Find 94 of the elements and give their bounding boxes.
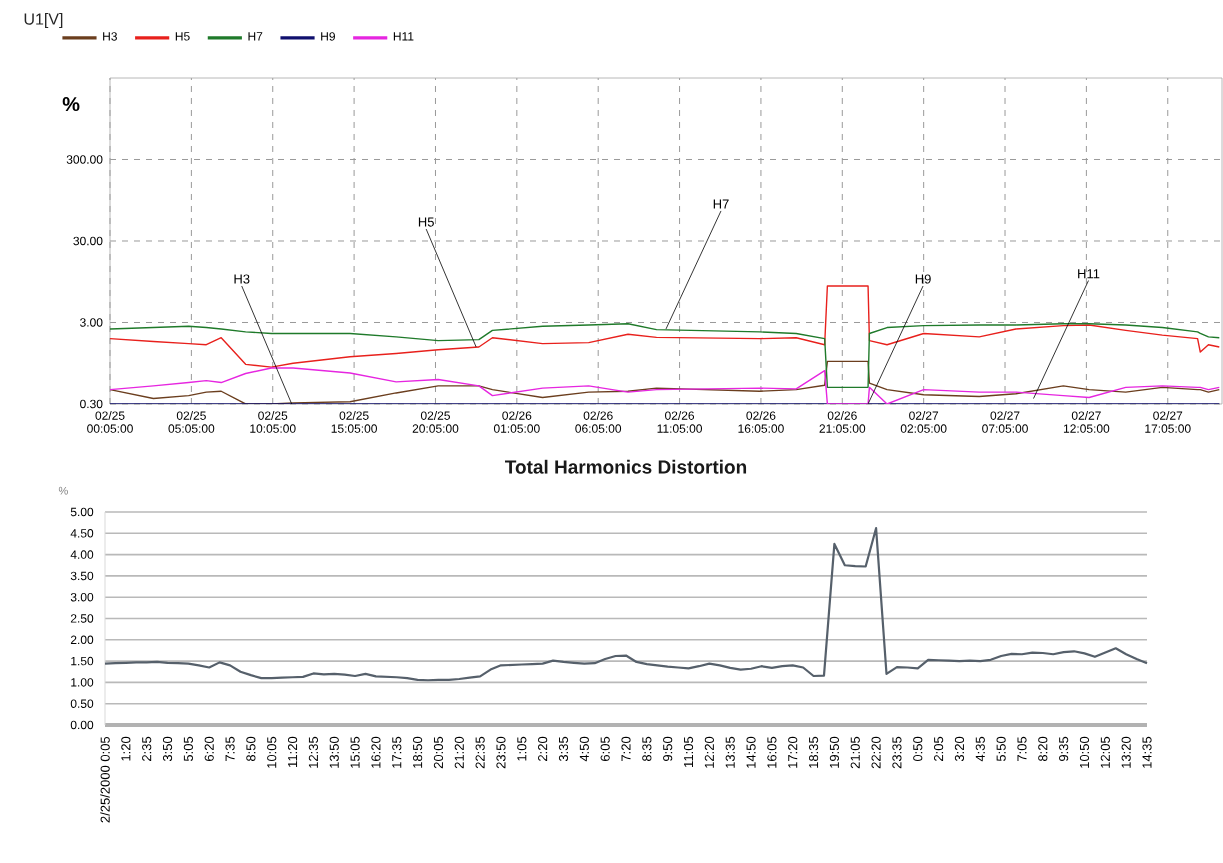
y-tick-label: 0.50: [70, 699, 94, 708]
x-tick-label: 02/27 17:05:00: [1145, 411, 1191, 433]
x-tick-label: 12:05: [1100, 736, 1110, 768]
x-tick-label: 8:35: [642, 736, 652, 762]
x-tick-label: 02/25 15:05:00: [331, 411, 377, 433]
x-tick-label: 2:20: [538, 736, 548, 761]
legend-label: H7: [248, 32, 263, 41]
x-tick-label: 23:35: [892, 736, 902, 769]
legend-label: H3: [103, 32, 117, 41]
x-tick-label: 13:35: [725, 736, 735, 768]
chart-title: Total Harmonics Distortion: [505, 459, 747, 474]
x-tick-label: 02/26 06:05:00: [575, 411, 622, 433]
x-tick-label: 11:05: [683, 736, 694, 767]
x-tick-label: 21:20: [454, 736, 464, 769]
y-tick-label: 1.00: [71, 678, 94, 687]
x-tick-label: 13:50: [329, 736, 339, 768]
x-tick-label: 17:35: [392, 736, 402, 768]
x-tick-label: 7:20: [621, 736, 631, 761]
x-tick-label: 3:35: [558, 736, 569, 762]
x-tick-label: 18:50: [413, 736, 423, 768]
x-tick-label: 02/25 20:05:00: [412, 411, 459, 433]
x-tick-label: 22:20: [871, 736, 881, 769]
x-tick-label: 4:50: [579, 736, 589, 762]
x-tick-label: 8:20: [1038, 736, 1048, 762]
y-tick-label: 1.50: [71, 656, 94, 666]
x-tick-label: 02/27 02:05:00: [900, 411, 947, 433]
legend-label: H11: [393, 32, 414, 41]
x-tick-label: 9:35: [1059, 736, 1069, 762]
y-tick-label: 300.00: [66, 155, 103, 164]
x-tick-label: 13:20: [1121, 736, 1131, 768]
legend-label: H9: [321, 32, 335, 41]
x-tick-label: 12:20: [704, 736, 714, 768]
x-tick-label: 11:20: [287, 736, 298, 767]
x-tick-label: 02/26 01:05:00: [493, 411, 540, 433]
x-tick-label: 7:35: [225, 736, 235, 761]
y-tick-label: 4.50: [70, 529, 94, 538]
annotation: H11: [1078, 269, 1100, 279]
chart-title: U1[V]: [24, 12, 63, 28]
y-tick-label: 30.00: [73, 236, 103, 246]
x-tick-label: 18:35: [808, 736, 819, 768]
y-tick-label: 2.50: [70, 614, 94, 623]
x-tick-label: 1:20: [121, 736, 131, 761]
x-tick-label: 12:35: [308, 736, 319, 768]
y-tick-label: 2.00: [70, 635, 94, 645]
x-tick-label: 2/25/2000 0:05: [100, 736, 110, 823]
y-tick-label: 3.00: [70, 592, 94, 602]
annotation: H7: [713, 199, 729, 209]
annotation: H9: [915, 274, 931, 284]
x-tick-label: 9:50: [663, 736, 673, 762]
x-tick-label: 3:50: [162, 736, 173, 762]
x-tick-label: 14:50: [746, 736, 756, 768]
annotation: H3: [234, 274, 250, 284]
x-tick-label: 16:20: [371, 736, 381, 768]
x-tick-label: 6:20: [204, 736, 214, 761]
x-tick-label: 2:05: [934, 736, 944, 761]
x-tick-label: 6:05: [600, 736, 610, 761]
x-tick-label: 4:35: [975, 736, 985, 762]
x-tick-label: 19:50: [829, 736, 839, 768]
y-axis-title: %: [62, 97, 80, 112]
x-tick-label: 8:50: [246, 736, 256, 762]
x-tick-label: 5:05: [183, 736, 193, 762]
x-tick-label: 02/25 10:05:00: [250, 411, 296, 433]
x-tick-label: 3:20: [954, 736, 965, 762]
annotation: H5: [418, 217, 434, 227]
x-tick-label: 23:50: [496, 736, 506, 769]
x-tick-label: 0:50: [913, 736, 923, 762]
x-tick-label: 15:05: [350, 736, 360, 768]
x-tick-label: 02/25 05:05:00: [168, 411, 215, 433]
y-tick-label: 3.00: [80, 318, 103, 327]
x-tick-label: 21:05: [850, 736, 860, 769]
legend-label: H5: [175, 32, 190, 41]
y-tick-label: 3.50: [70, 571, 94, 581]
x-tick-label: 1:05: [517, 736, 527, 761]
x-tick-label: 22:35: [475, 736, 485, 769]
y-axis-title: %: [58, 486, 68, 495]
x-tick-label: 5:50: [996, 736, 1006, 762]
x-tick-label: 2:35: [142, 736, 152, 761]
y-tick-label: 4.00: [70, 550, 94, 559]
x-tick-label: 02/26 11:05:00: [657, 411, 703, 433]
x-tick-label: 16:05: [767, 736, 777, 768]
y-tick-label: 0.30: [80, 399, 103, 409]
x-tick-label: 14:35: [1142, 736, 1152, 768]
y-tick-label: 5.00: [70, 507, 94, 517]
x-tick-label: 02/25 00:05:00: [87, 411, 133, 433]
x-tick-label: 7:05: [1017, 736, 1027, 761]
x-tick-label: 20:05: [433, 736, 444, 769]
x-tick-label: 02/26 16:05:00: [738, 411, 784, 433]
x-tick-label: 02/27 12:05:00: [1063, 411, 1110, 433]
x-tick-label: 10:50: [1079, 736, 1090, 768]
x-tick-label: 02/26 21:05:00: [819, 411, 866, 433]
x-tick-label: 17:20: [788, 736, 798, 768]
x-tick-label: 10:05: [267, 736, 277, 768]
x-tick-label: 02/27 07:05:00: [982, 411, 1028, 433]
y-tick-label: 0.00: [70, 720, 94, 730]
